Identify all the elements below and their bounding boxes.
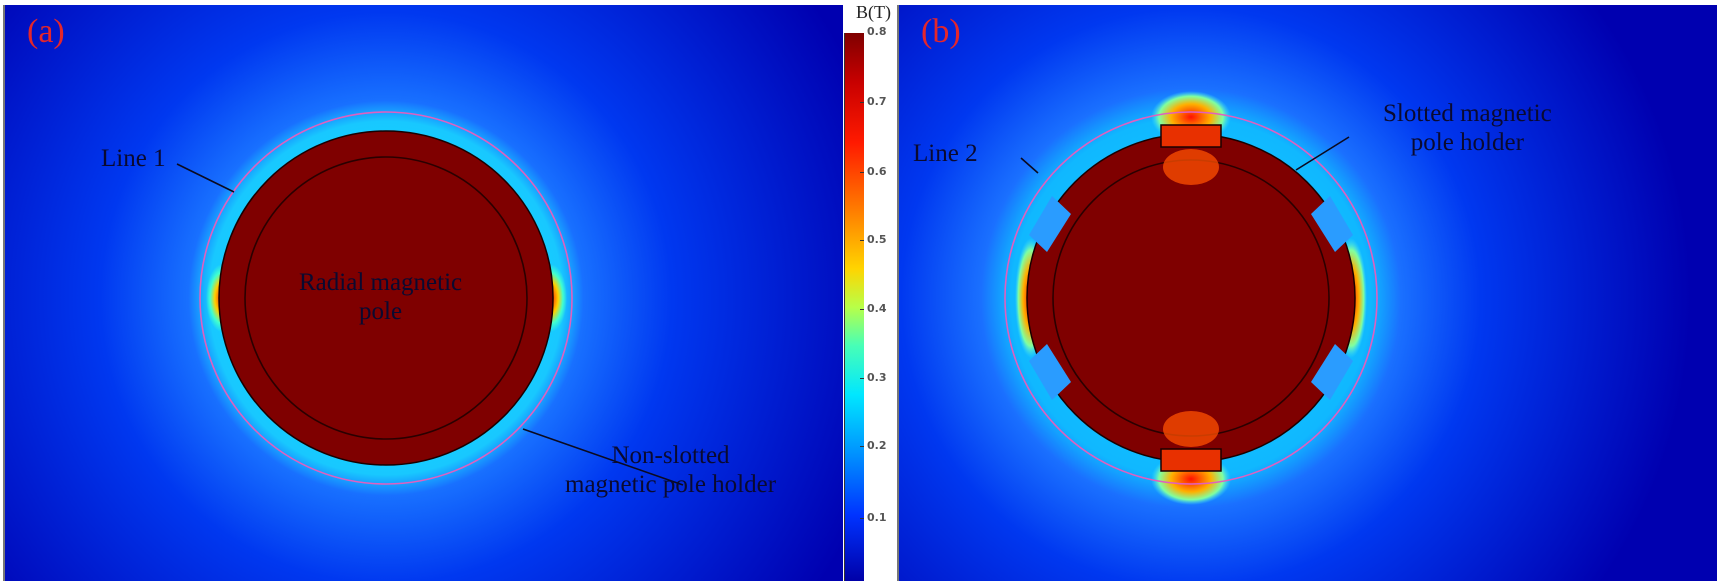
colorbar-title: B(T)	[856, 2, 891, 22]
panel-a-nonslotted-field-plot: (a) Line 1 Radial magnetic pole Non-slot…	[3, 5, 843, 581]
slotted-holder-label-line1: Slotted magnetic	[1383, 100, 1552, 127]
colorbar-gradient	[844, 33, 864, 581]
colorbar-tick: 0.8	[867, 25, 887, 38]
panel-b-label: (b)	[921, 13, 961, 50]
radial-pole-label-line1: Radial magnetic	[299, 269, 463, 296]
slotted-holder-label-line2: pole holder	[1410, 128, 1524, 156]
slotted-holder-label: Slotted magnetic pole holder	[1383, 100, 1552, 158]
colorbar-tick: 0.6	[867, 165, 887, 178]
field-plot-a	[5, 5, 843, 581]
nonslotted-holder-label-line1: Non-slotted	[611, 442, 730, 469]
field-plot-b	[899, 5, 1717, 581]
nonslotted-holder-label-line2: magnetic pole holder	[565, 470, 777, 498]
colorbar-tick: 0.2	[867, 439, 887, 452]
colorbar-tick: 0.7	[867, 95, 887, 108]
colorbar-tick: 0.1	[867, 511, 887, 524]
panel-b-slotted-field-plot: (b) Line 2 Slotted magnetic pole holder	[897, 5, 1717, 581]
line-2-label: Line 2	[913, 140, 978, 167]
colorbar-tick: 0.5	[867, 233, 887, 246]
pole-holder-disk-a	[218, 130, 554, 466]
slotted-pole-holder-disk	[1026, 124, 1356, 472]
nonslotted-holder-label: Non-slotted magnetic pole holder	[565, 442, 776, 500]
radial-pole-outline-a	[244, 156, 528, 440]
line-1-label: Line 1	[101, 145, 166, 172]
panel-a-label: (a)	[27, 13, 65, 50]
colorbar-tick: 0.4	[867, 302, 887, 315]
colorbar: B(T) 0.8 0.7 0.6 0.5 0.4 0.3 0.2 0.1	[843, 0, 895, 581]
radial-pole-label-line2: pole	[359, 297, 403, 325]
colorbar-tick: 0.3	[867, 371, 887, 384]
radial-pole-label: Radial magnetic pole	[299, 269, 462, 327]
line-2-path	[1004, 111, 1378, 485]
line-1-path	[199, 111, 573, 485]
